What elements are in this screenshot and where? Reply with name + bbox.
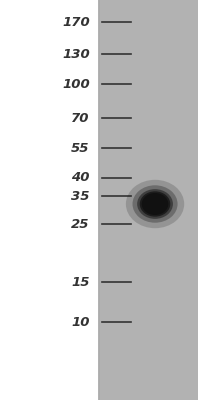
Text: 15: 15 — [71, 276, 90, 288]
Text: 40: 40 — [71, 172, 90, 184]
Text: 10: 10 — [71, 316, 90, 328]
Text: 170: 170 — [62, 16, 90, 28]
Ellipse shape — [133, 185, 177, 223]
Bar — [98, 0, 198, 400]
Ellipse shape — [142, 193, 168, 215]
Text: 130: 130 — [62, 48, 90, 60]
Text: 100: 100 — [62, 78, 90, 90]
Bar — [198, 0, 204, 400]
Ellipse shape — [137, 189, 173, 219]
Text: 70: 70 — [71, 112, 90, 124]
Text: 25: 25 — [71, 218, 90, 230]
Text: 35: 35 — [71, 190, 90, 202]
Text: 55: 55 — [71, 142, 90, 154]
Ellipse shape — [140, 191, 170, 217]
Ellipse shape — [126, 180, 184, 228]
